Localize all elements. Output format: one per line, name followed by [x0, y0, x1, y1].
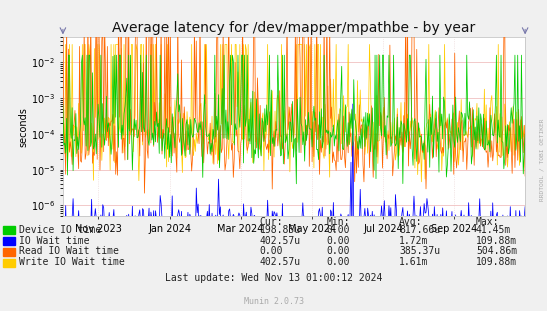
Text: 0.00: 0.00 [327, 225, 350, 234]
Text: 109.88m: 109.88m [476, 235, 517, 245]
Text: Cur:: Cur: [260, 216, 283, 226]
Text: 402.57u: 402.57u [260, 257, 301, 267]
Text: Read IO Wait time: Read IO Wait time [19, 246, 119, 256]
Text: Min:: Min: [327, 216, 350, 226]
Text: 109.88m: 109.88m [476, 257, 517, 267]
Text: Write IO Wait time: Write IO Wait time [19, 257, 125, 267]
Text: 0.00: 0.00 [327, 246, 350, 256]
Text: 504.86m: 504.86m [476, 246, 517, 256]
Text: IO Wait time: IO Wait time [19, 235, 90, 245]
Text: Munin 2.0.73: Munin 2.0.73 [243, 297, 304, 306]
Text: Max:: Max: [476, 216, 499, 226]
Text: 198.85u: 198.85u [260, 225, 301, 234]
Text: Avg:: Avg: [399, 216, 423, 226]
Text: 1.61m: 1.61m [399, 257, 429, 267]
Text: 41.45m: 41.45m [476, 225, 511, 234]
Text: 0.00: 0.00 [327, 235, 350, 245]
Text: RRDTOOL / TOBI OETIKER: RRDTOOL / TOBI OETIKER [539, 118, 544, 201]
Title: Average latency for /dev/mapper/mpathbe - by year: Average latency for /dev/mapper/mpathbe … [112, 21, 476, 35]
Text: 817.66u: 817.66u [399, 225, 440, 234]
Y-axis label: seconds: seconds [18, 107, 28, 147]
Text: 0.00: 0.00 [327, 257, 350, 267]
Text: 0.00: 0.00 [260, 246, 283, 256]
Text: 1.72m: 1.72m [399, 235, 429, 245]
Text: Device IO time: Device IO time [19, 225, 101, 234]
Text: Last update: Wed Nov 13 01:00:12 2024: Last update: Wed Nov 13 01:00:12 2024 [165, 273, 382, 283]
Text: 385.37u: 385.37u [399, 246, 440, 256]
Text: 402.57u: 402.57u [260, 235, 301, 245]
